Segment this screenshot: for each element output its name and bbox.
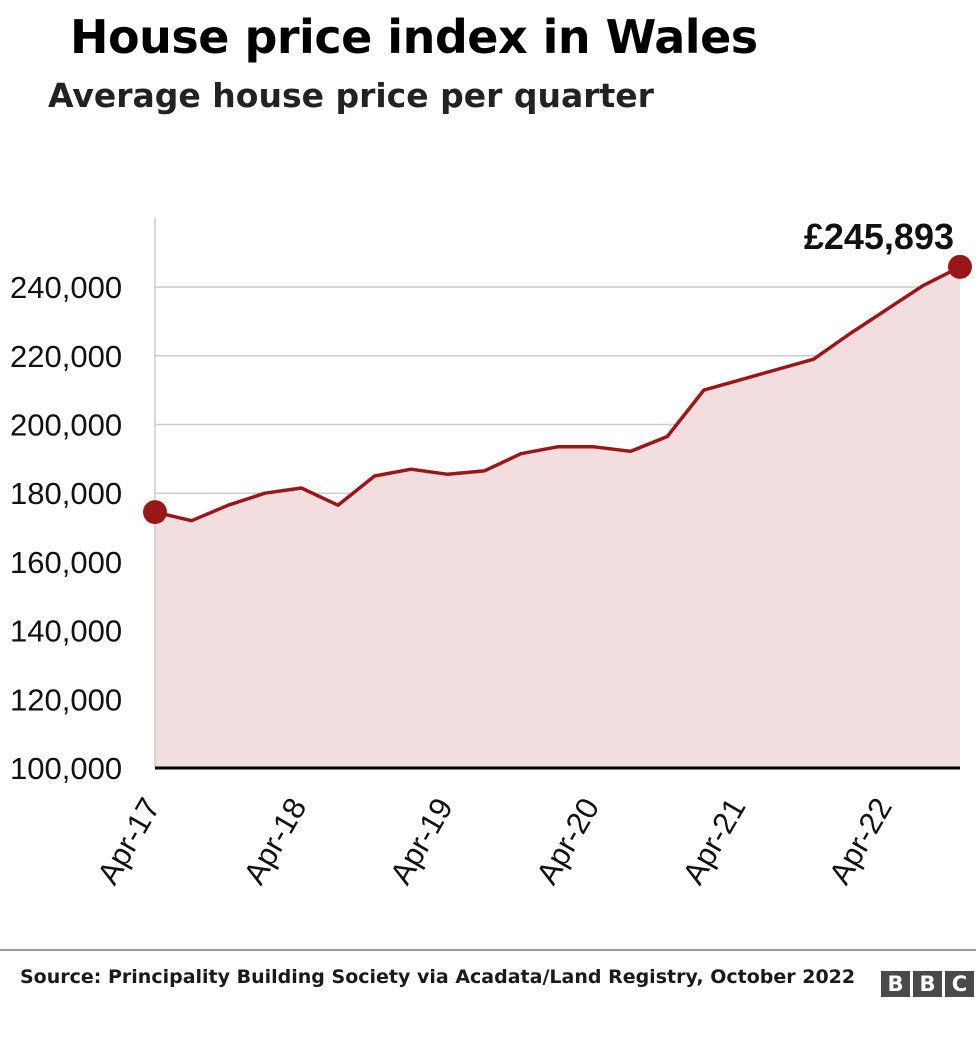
y-tick-label: 120,000 xyxy=(10,682,122,717)
y-tick-label: 160,000 xyxy=(10,545,122,580)
y-tick-label: 220,000 xyxy=(10,339,122,374)
y-tick-label: 200,000 xyxy=(10,408,122,443)
x-tick-label: Apr-21 xyxy=(676,792,753,890)
bbc-logo: B B C xyxy=(881,971,974,997)
y-tick-label: 100,000 xyxy=(10,751,122,786)
logo-letter: B xyxy=(881,971,910,997)
line-chart: 100,000 120,000 140,000 160,000 180,000 200,0… xyxy=(10,216,972,890)
chart-subtitle: Average house price per quarter xyxy=(48,76,654,115)
x-tick-label: Apr-22 xyxy=(822,792,899,890)
x-tick-label: Apr-20 xyxy=(529,792,606,890)
x-tick-label: Apr-19 xyxy=(383,792,460,890)
series-line xyxy=(154,265,961,523)
data-point-marker xyxy=(143,500,167,525)
chart-title: House price index in Wales xyxy=(70,10,758,64)
logo-letter: B xyxy=(913,971,942,997)
y-tick-label: 140,000 xyxy=(10,614,122,649)
data-point-marker xyxy=(948,254,972,279)
logo-letter: C xyxy=(945,971,974,997)
y-tick-label: 180,000 xyxy=(10,476,122,511)
x-tick-label: Apr-18 xyxy=(237,792,314,890)
y-tick-label: 240,000 xyxy=(10,270,122,305)
latest-value-label: £245,893 xyxy=(804,216,954,257)
footer-divider xyxy=(0,949,976,951)
x-tick-label: Apr-17 xyxy=(90,792,167,890)
area-fill xyxy=(155,266,960,768)
source-note: Source: Principality Building Society vi… xyxy=(20,966,856,988)
